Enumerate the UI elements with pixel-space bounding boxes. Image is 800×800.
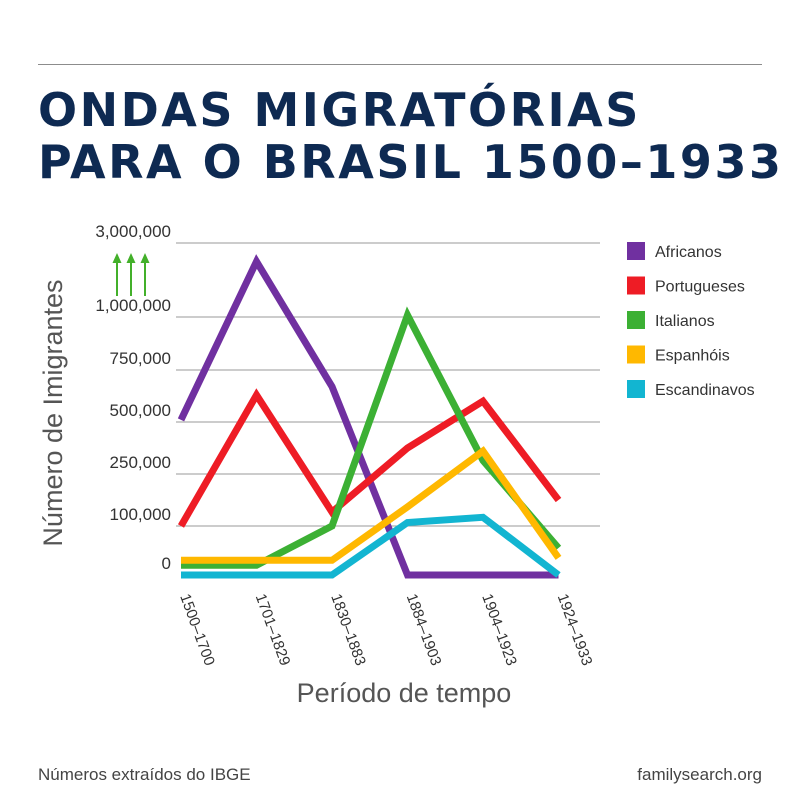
title-line-1: ONDAS MIGRATÓRIAS — [38, 83, 641, 137]
legend-label: Portugueses — [655, 279, 745, 296]
legend-swatch — [627, 311, 645, 329]
legend-item: Espanhóis — [627, 345, 730, 365]
legend-swatch — [627, 242, 645, 260]
y-tick-label: 500,000 — [110, 401, 171, 420]
x-tick-label: 1500–1700 — [176, 592, 218, 668]
y-tick-label: 750,000 — [110, 349, 171, 368]
legend-item: Portugueses — [627, 276, 745, 296]
series-line-portugueses — [177, 388, 562, 528]
x-axis-title: Período de tempo — [297, 678, 512, 708]
legend-label: Escandinavos — [655, 382, 755, 399]
title-line-2: PARA O BRASIL 1500–1933 — [38, 135, 784, 189]
series-line-espanhóis — [181, 446, 562, 564]
legend-swatch — [627, 380, 645, 398]
site-credit: familysearch.org — [637, 765, 762, 784]
axis-break-arrow-icon — [126, 253, 136, 296]
legend-item: Italianos — [627, 311, 715, 330]
x-tick-label: 1830–1883 — [327, 592, 369, 668]
axis-break-arrow-icon — [140, 253, 150, 296]
y-tick-label: 250,000 — [110, 453, 171, 472]
x-tick-label: 1924–1933 — [554, 592, 596, 668]
y-tick-label: 0 — [162, 554, 171, 573]
x-tick-label: 1884–1903 — [403, 592, 445, 668]
y-tick-label: 1,000,000 — [95, 296, 171, 315]
y-tick-label: 100,000 — [110, 505, 171, 524]
legend-label: Italianos — [655, 313, 715, 330]
legend-swatch — [627, 276, 645, 295]
axis-break-arrow-icon — [112, 253, 122, 296]
legend-swatch — [627, 345, 645, 364]
page-title: ONDAS MIGRATÓRIAS PARA O BRASIL 1500–193… — [38, 84, 783, 188]
x-tick-label: 1904–1923 — [478, 592, 520, 668]
top-rule — [38, 64, 762, 65]
y-axis-title: Número de Imigrantes — [38, 279, 68, 546]
legend-label: Africanos — [655, 244, 722, 261]
series-line-italianos — [181, 306, 562, 569]
x-tick-label: 1701–1829 — [252, 592, 294, 668]
legend-label: Espanhóis — [655, 348, 730, 365]
y-tick-label: 3,000,000 — [95, 222, 171, 241]
source-note: Números extraídos do IBGE — [38, 765, 251, 784]
series-line-escandinavos — [181, 513, 561, 579]
legend-item: Escandinavos — [627, 380, 755, 399]
legend-item: Africanos — [627, 242, 722, 261]
